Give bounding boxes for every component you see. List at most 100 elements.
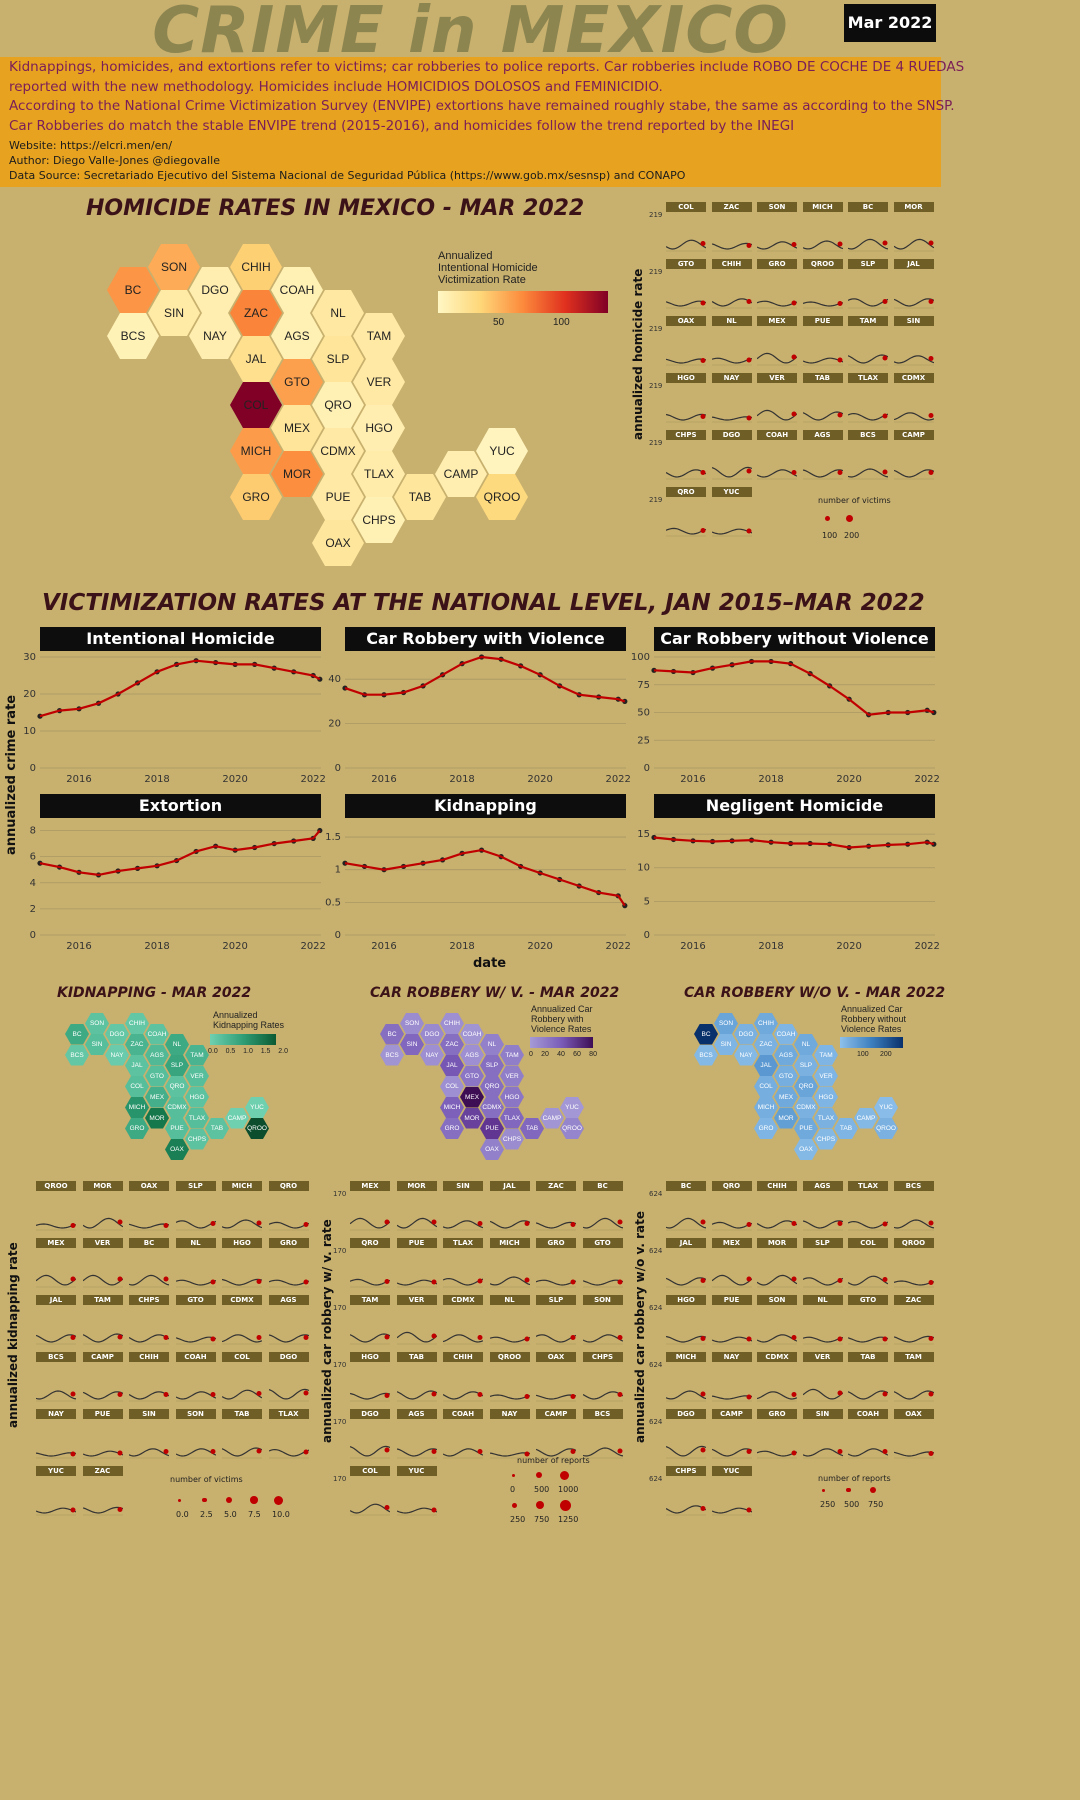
mini-last-point xyxy=(303,1222,308,1227)
size-legend-dot xyxy=(846,515,853,522)
mini-trend-tlax xyxy=(268,1448,309,1459)
description-banner: Kidnappings, homicides, and extortions r… xyxy=(0,57,964,187)
mini-trend-gro xyxy=(757,300,797,309)
hex-state-coah: COAH xyxy=(145,1023,169,1045)
size-legend-value: 250 xyxy=(820,1500,836,1509)
mini-last-point xyxy=(431,1279,436,1285)
hex-state-tab: TAB xyxy=(834,1118,858,1139)
hex-state-sin: SIN xyxy=(85,1034,109,1055)
mini-y-max-label: 624 xyxy=(649,1418,663,1426)
mini-trend-col xyxy=(848,1275,888,1288)
mini-last-point xyxy=(837,301,842,306)
mini-trend-line xyxy=(711,298,752,307)
mini-trend-ags xyxy=(802,1220,843,1231)
mini-last-point xyxy=(163,1449,169,1454)
mini-trend-line xyxy=(268,1334,309,1343)
mini-trend-yuc xyxy=(396,1507,437,1516)
mini-trend-gto xyxy=(848,1336,888,1345)
mini-trend-line xyxy=(36,1334,76,1343)
mini-trend-line xyxy=(36,1507,76,1514)
mini-last-point xyxy=(700,414,706,419)
mini-trend-sin xyxy=(893,355,934,366)
hex-state-yuc: YUC xyxy=(560,1097,584,1118)
hex-state-bc: BC xyxy=(65,1023,89,1045)
hex-state-bc: BC xyxy=(380,1023,404,1045)
mini-trend-line xyxy=(82,1333,123,1343)
mini-last-point xyxy=(928,356,933,361)
mini-last-point xyxy=(837,241,842,247)
mini-trend-coah xyxy=(757,469,797,480)
mini-trend-line xyxy=(666,1390,706,1400)
hex-state-cdmx: CDMX xyxy=(165,1097,189,1118)
hex-state-nay: NAY xyxy=(105,1044,129,1066)
mini-trend-slp xyxy=(848,298,888,309)
hex-state-slp: SLP xyxy=(312,336,364,382)
y-tick-label: 1 xyxy=(335,865,341,876)
national-panel-title: Car Robbery with Violence xyxy=(345,627,626,651)
panel-label-cdmx: CDMX xyxy=(222,1295,262,1305)
national-panel-title: Intentional Homicide xyxy=(40,627,321,651)
mini-last-point xyxy=(700,358,706,363)
mini-trend-mex xyxy=(36,1274,76,1288)
panel-label-col: COL xyxy=(350,1466,390,1476)
hex-state-son: SON xyxy=(148,244,200,290)
panel-label-bcs: BCS xyxy=(893,1181,934,1191)
kidnapping-sm-y-axis-title: annualized kidnapping rate xyxy=(6,1242,20,1428)
hex-state-oax: OAX xyxy=(165,1139,189,1160)
mini-trend-line xyxy=(396,1279,437,1286)
mini-trend-nl xyxy=(802,1336,843,1345)
legend-tick: 0.0 xyxy=(208,1048,218,1055)
mini-y-max-label: 624 xyxy=(649,1475,663,1483)
mini-last-point xyxy=(117,1450,122,1456)
mini-trend-mex xyxy=(350,1217,390,1231)
robbery-nv-map-title: CAR ROBBERY W/O V. - MAR 2022 xyxy=(684,985,946,1001)
mini-trend-slp xyxy=(175,1220,216,1231)
mini-trend-oax xyxy=(893,1451,934,1459)
panel-label-col: COL xyxy=(666,202,706,212)
mini-last-point xyxy=(303,1390,308,1396)
mini-trend-line xyxy=(802,1336,843,1343)
mini-trend-line xyxy=(711,416,752,421)
hex-state-ver: VER xyxy=(353,359,405,405)
mini-last-point xyxy=(882,355,888,361)
mini-trend-gto xyxy=(666,300,706,309)
mini-trend-line xyxy=(893,1219,934,1229)
mini-trend-mor xyxy=(82,1217,123,1231)
robbery-v-map-title: CAR ROBBERY W/ V. - MAR 2022 xyxy=(370,985,620,1001)
mini-trend-cdmx xyxy=(443,1334,483,1345)
mini-trend-mex xyxy=(711,1274,752,1288)
size-legend-value: 100 xyxy=(822,531,838,540)
mini-y-max-label: 624 xyxy=(649,1304,663,1312)
legend-title-line: Violence Rates xyxy=(841,1024,902,1034)
panel-label-pue: PUE xyxy=(82,1409,123,1419)
mini-trend-camp xyxy=(82,1391,123,1402)
national-panel-title: Extortion xyxy=(40,794,321,818)
panel-label-bcs: BCS xyxy=(36,1352,76,1362)
panel-label-bcs: BCS xyxy=(848,430,888,440)
hex-state-bc: BC xyxy=(694,1023,718,1045)
mini-last-point xyxy=(70,1451,76,1457)
panel-label-sin: SIN xyxy=(443,1181,483,1191)
hex-state-qroo: QROO xyxy=(874,1118,898,1139)
mini-trend-line xyxy=(36,1223,76,1229)
mini-last-point xyxy=(746,1507,751,1513)
hex-state-slp: SLP xyxy=(794,1055,818,1076)
hex-state-cdmx: CDMX xyxy=(794,1097,818,1118)
mini-last-point xyxy=(256,1220,262,1226)
panel-label-hgo: HGO xyxy=(666,1295,706,1305)
mini-trend-cdmx xyxy=(893,412,934,423)
y-tick-label: 4 xyxy=(30,878,36,889)
hex-state-qro: QRO xyxy=(794,1076,818,1097)
mini-y-max-label: 624 xyxy=(649,1190,663,1198)
size-legend-value: 10.0 xyxy=(272,1510,290,1519)
mini-trend-line xyxy=(222,1389,262,1400)
panel-label-chps: CHPS xyxy=(666,1466,706,1476)
size-legend-dot xyxy=(870,1487,876,1493)
mini-trend-tam xyxy=(848,354,888,366)
mini-trend-gto xyxy=(175,1336,216,1345)
mini-trend-line xyxy=(666,413,706,421)
legend-title-line: Robbery without xyxy=(841,1014,907,1024)
size-legend-dot xyxy=(202,1497,207,1503)
mini-trend-dgo xyxy=(711,466,752,480)
hex-state-pue: PUE xyxy=(480,1118,504,1139)
